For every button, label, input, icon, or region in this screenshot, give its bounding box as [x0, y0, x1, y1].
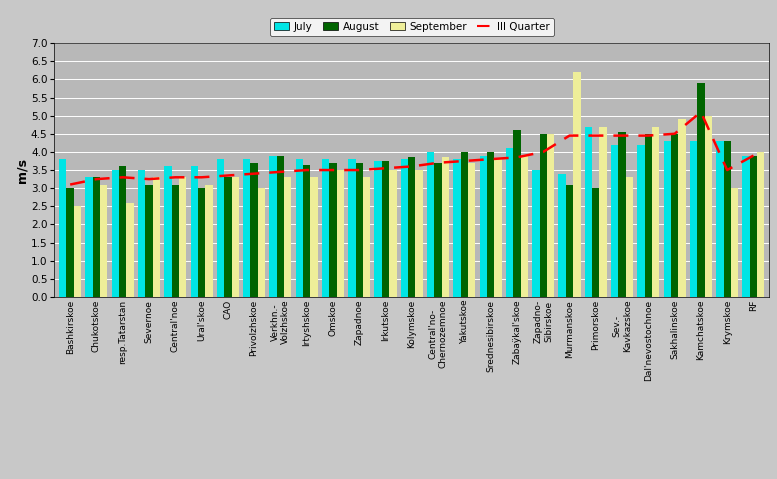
Bar: [112, 170, 119, 297]
Bar: [67, 188, 74, 297]
Bar: [59, 159, 67, 297]
Bar: [716, 141, 723, 297]
Bar: [697, 83, 705, 297]
Bar: [322, 159, 329, 297]
Bar: [671, 134, 678, 297]
Bar: [303, 165, 310, 297]
Bar: [532, 170, 539, 297]
Bar: [625, 177, 633, 297]
Bar: [284, 177, 291, 297]
Bar: [652, 126, 660, 297]
Bar: [645, 134, 652, 297]
Bar: [389, 170, 396, 297]
Bar: [224, 177, 232, 297]
Bar: [757, 152, 765, 297]
Bar: [198, 188, 205, 297]
Bar: [618, 132, 625, 297]
Bar: [243, 159, 250, 297]
Bar: [559, 174, 566, 297]
Bar: [453, 159, 461, 297]
Bar: [295, 159, 303, 297]
Bar: [750, 156, 757, 297]
Bar: [138, 170, 145, 297]
Bar: [190, 166, 198, 297]
Bar: [664, 141, 671, 297]
Bar: [427, 152, 434, 297]
Bar: [408, 157, 416, 297]
Bar: [731, 188, 738, 297]
Bar: [145, 184, 152, 297]
Bar: [592, 188, 599, 297]
Bar: [599, 126, 607, 297]
Bar: [705, 115, 712, 297]
Bar: [416, 170, 423, 297]
Bar: [678, 119, 685, 297]
Bar: [479, 156, 487, 297]
Bar: [637, 145, 645, 297]
Bar: [100, 184, 107, 297]
Y-axis label: m/s: m/s: [15, 158, 28, 182]
Bar: [92, 177, 100, 297]
Bar: [514, 130, 521, 297]
Bar: [250, 163, 258, 297]
Bar: [329, 163, 336, 297]
Bar: [547, 134, 554, 297]
Bar: [487, 152, 494, 297]
Bar: [742, 156, 750, 297]
Bar: [270, 156, 277, 297]
Bar: [348, 159, 356, 297]
Bar: [521, 156, 528, 297]
Bar: [336, 170, 344, 297]
Bar: [375, 161, 382, 297]
Bar: [217, 159, 224, 297]
Bar: [539, 134, 547, 297]
Bar: [434, 163, 442, 297]
Bar: [119, 166, 127, 297]
Bar: [723, 141, 731, 297]
Bar: [277, 156, 284, 297]
Bar: [164, 166, 172, 297]
Bar: [468, 163, 476, 297]
Legend: July, August, September, III Quarter: July, August, September, III Quarter: [270, 18, 554, 36]
Bar: [127, 203, 134, 297]
Bar: [506, 148, 514, 297]
Bar: [74, 206, 81, 297]
Bar: [573, 72, 580, 297]
Bar: [152, 177, 160, 297]
Bar: [356, 163, 363, 297]
Bar: [85, 177, 92, 297]
Bar: [611, 145, 618, 297]
Bar: [232, 177, 239, 297]
Bar: [461, 152, 468, 297]
Bar: [310, 177, 318, 297]
Bar: [363, 177, 371, 297]
Bar: [401, 159, 408, 297]
Bar: [382, 161, 389, 297]
Bar: [172, 184, 179, 297]
Bar: [494, 159, 502, 297]
Bar: [258, 188, 265, 297]
Bar: [179, 177, 186, 297]
Bar: [566, 184, 573, 297]
Bar: [690, 141, 697, 297]
Bar: [205, 184, 213, 297]
Bar: [442, 157, 449, 297]
Bar: [585, 126, 592, 297]
